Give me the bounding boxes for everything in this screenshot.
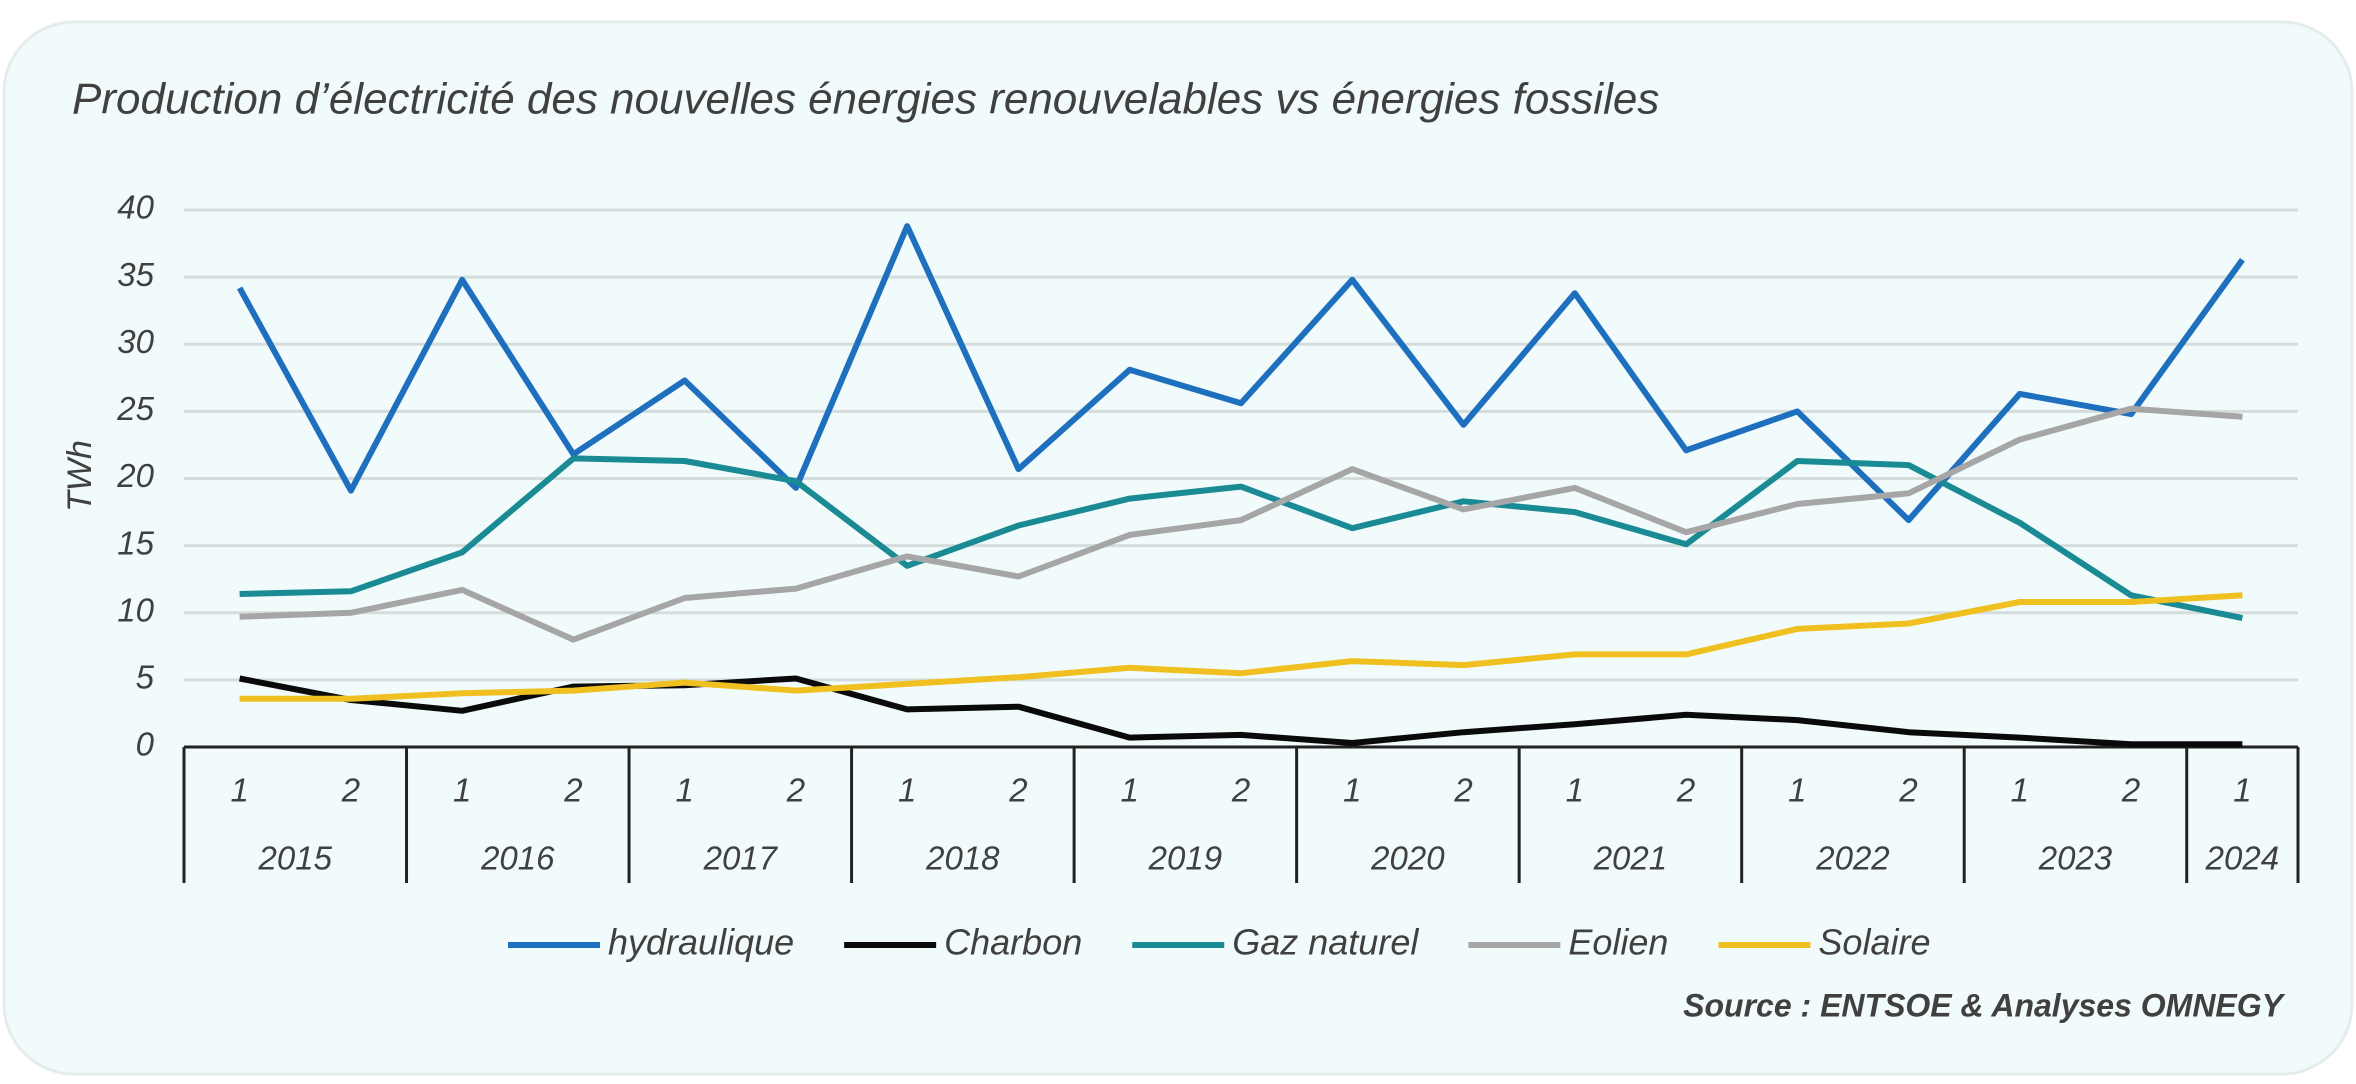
series-line [239, 405, 2243, 643]
x-group-label: 2024 [2205, 840, 2279, 877]
chart-title: Production d’électricité des nouvelles é… [72, 75, 1659, 124]
x-tick-label: 2 [1008, 772, 1027, 809]
series-line [239, 675, 2243, 748]
legend-label: Solaire [1818, 922, 1930, 963]
x-group-label: 2017 [703, 840, 779, 877]
x-tick-label: 2 [2121, 772, 2140, 809]
x-tick-label: 1 [1788, 772, 1806, 809]
series-line [239, 455, 2244, 622]
x-group-label: 2020 [1370, 840, 1445, 877]
x-group-label: 2018 [925, 840, 1000, 877]
x-tick-label: 2 [786, 772, 805, 809]
series-line [236, 223, 2245, 524]
y-axis-label: TWh [61, 440, 99, 512]
y-tick-label: 10 [117, 591, 154, 628]
x-group-label: 2016 [480, 840, 555, 877]
x-tick-label: 1 [1343, 772, 1361, 809]
x-tick-label: 2 [1231, 772, 1250, 809]
y-tick-label: 40 [117, 189, 154, 226]
y-tick-label: 25 [116, 390, 154, 427]
y-tick-label: 15 [117, 524, 154, 561]
x-tick-label: 2 [1898, 772, 1917, 809]
x-tick-label: 1 [230, 772, 248, 809]
legend-label: Eolien [1568, 922, 1668, 963]
x-tick-label: 2 [341, 772, 360, 809]
x-tick-label: 1 [453, 772, 471, 809]
card [2, 20, 2354, 1076]
x-group-label: 2015 [258, 840, 333, 877]
x-tick-label: 1 [898, 772, 916, 809]
x-group-label: 2022 [1815, 840, 1889, 877]
x-tick-label: 2 [1676, 772, 1695, 809]
legend-label: Gaz naturel [1232, 922, 1419, 963]
legend-label: hydraulique [608, 922, 794, 963]
x-tick-label: 2 [1453, 772, 1472, 809]
legend-label: Charbon [944, 922, 1082, 963]
x-group-label: 2021 [1593, 840, 1667, 877]
y-tick-label: 30 [117, 323, 154, 360]
x-group-label: 2023 [2038, 840, 2113, 877]
x-tick-label: 1 [676, 772, 694, 809]
x-tick-label: 2 [563, 772, 582, 809]
y-tick-label: 20 [116, 457, 154, 494]
x-group-label: 2019 [1148, 840, 1222, 877]
source: Source : ENTSOE & Analyses OMNEGY [1683, 987, 2286, 1023]
y-tick-label: 5 [136, 659, 155, 696]
series-line [239, 592, 2243, 702]
y-tick-label: 0 [136, 726, 155, 763]
x-tick-label: 1 [2233, 772, 2251, 809]
x-tick-label: 1 [1566, 772, 1584, 809]
x-tick-label: 1 [1121, 772, 1139, 809]
y-tick-label: 35 [117, 256, 154, 293]
x-tick-label: 1 [2011, 772, 2029, 809]
